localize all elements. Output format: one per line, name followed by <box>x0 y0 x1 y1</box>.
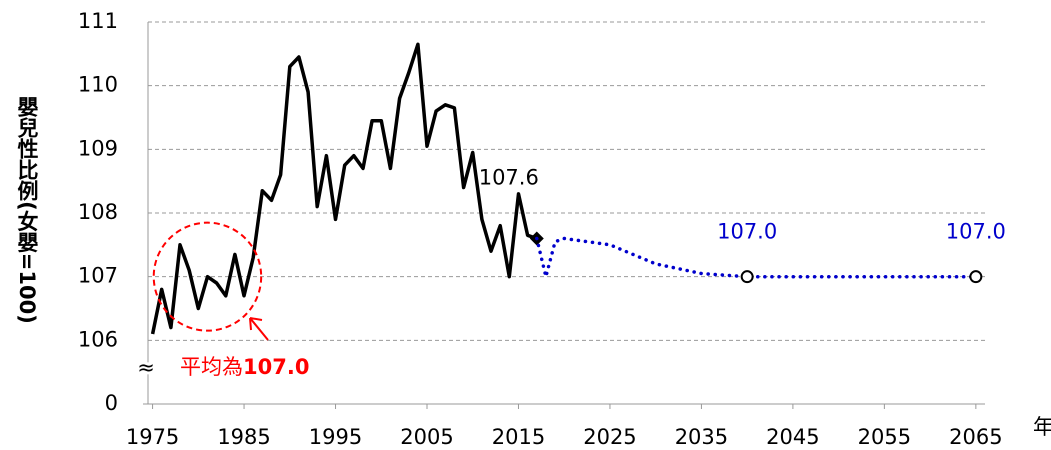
x-tick-label: 2055 <box>858 425 911 449</box>
x-axis-label: 年 <box>1033 415 1051 439</box>
y-tick-label: 109 <box>78 136 118 160</box>
y-tick-label: 111 <box>78 9 118 33</box>
y-tick-label: 108 <box>78 200 118 224</box>
x-tick-label: 1995 <box>309 425 362 449</box>
data-label: 107.6 <box>479 165 539 189</box>
annotation-circle <box>152 221 263 332</box>
point-marker <box>740 270 754 284</box>
series-line <box>535 236 978 279</box>
series-line <box>150 42 538 335</box>
x-tick-label: 2015 <box>492 425 545 449</box>
y-tick-label: 110 <box>78 73 118 97</box>
x-tick-label: 2065 <box>949 425 1002 449</box>
point-marker <box>969 270 983 284</box>
x-tick-label: 2035 <box>675 425 728 449</box>
y-tick-label: 106 <box>78 327 118 351</box>
y-axis-label: 嬰兒性比例(女嬰=100) <box>15 96 39 324</box>
data-label: 107.0 <box>717 220 777 244</box>
annotation-value: 107.0 <box>243 355 309 379</box>
x-tick-label: 2025 <box>583 425 636 449</box>
y-tick-label: 0 <box>105 391 118 415</box>
x-tick-label: 1985 <box>217 425 270 449</box>
y-tick-label: 107 <box>78 264 118 288</box>
axis-break: ≈ <box>137 355 155 379</box>
annotation-text: 平均為 <box>180 355 243 379</box>
annotation: 平均為107.0 <box>180 355 309 379</box>
annotation-arrow <box>249 317 269 341</box>
x-tick-label: 1975 <box>126 425 179 449</box>
x-tick-label: 2045 <box>766 425 819 449</box>
x-tick-label: 2005 <box>400 425 453 449</box>
data-label: 107.0 <box>946 220 1006 244</box>
axis-break-gap <box>140 362 156 375</box>
